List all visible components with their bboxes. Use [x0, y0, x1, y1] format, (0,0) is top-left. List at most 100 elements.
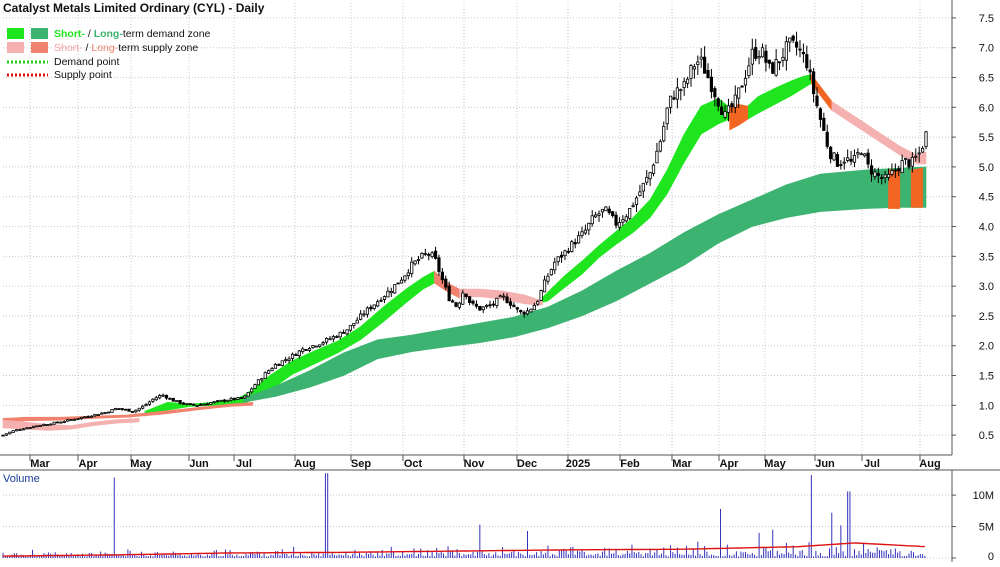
month-tick-label: Jul	[864, 458, 880, 470]
candle-body	[294, 354, 298, 357]
month-tick-label: May	[130, 458, 152, 470]
legend: Short- / Long-term demand zone Short- / …	[7, 28, 211, 81]
candle-body	[277, 364, 281, 366]
candle-body	[920, 147, 925, 153]
zone-band	[888, 169, 901, 209]
candle-body	[886, 174, 891, 178]
candle-body	[307, 348, 312, 351]
candle-body	[679, 89, 683, 92]
candle-body	[662, 126, 666, 142]
candle-body	[376, 301, 380, 307]
candle-body	[233, 397, 237, 400]
candle-body	[529, 308, 533, 313]
candle-body	[553, 261, 557, 271]
candle-body	[604, 206, 608, 212]
candle-body	[563, 250, 567, 257]
candle-body	[444, 278, 448, 288]
candle-body	[318, 344, 322, 347]
volume-tick-label: 0	[988, 551, 994, 562]
candle-body	[181, 402, 186, 405]
candle-body	[420, 253, 424, 259]
candle-body	[829, 146, 833, 160]
candle-body	[188, 403, 192, 405]
legend-short-demand-swatch	[7, 28, 24, 39]
candle-body	[781, 56, 785, 61]
candle-body	[314, 345, 318, 348]
candle-body	[410, 261, 414, 275]
candle-body	[754, 47, 758, 59]
candle-body	[750, 48, 754, 65]
candle-body	[835, 154, 840, 167]
candle-body	[873, 171, 877, 177]
month-tick-label: Apr	[79, 458, 99, 470]
candle-body	[917, 152, 921, 155]
candle-body	[263, 372, 267, 379]
candle-body	[18, 429, 22, 431]
candle-body	[130, 411, 135, 413]
candle-body	[641, 182, 645, 192]
candle-body	[805, 54, 809, 69]
month-tick-label: Oct	[404, 458, 423, 470]
candle-body	[76, 418, 80, 420]
candle-body	[270, 368, 274, 372]
candle-body	[539, 290, 543, 301]
month-tick-label: Apr	[720, 458, 740, 470]
candle-body	[587, 222, 591, 231]
candle-body	[96, 414, 100, 416]
candle-body	[379, 299, 383, 302]
candle-body	[86, 416, 90, 418]
candle-body	[621, 219, 625, 223]
candle-body	[794, 41, 799, 48]
candle-body	[634, 197, 639, 206]
chart-title: Catalyst Metals Limited Ordinary (CYL) -…	[3, 1, 265, 15]
legend-demand-zone: Short- / Long-term demand zone	[54, 28, 211, 40]
candle-body	[209, 402, 213, 405]
candle-body	[202, 403, 206, 406]
price-tick-label: 2.0	[979, 341, 994, 353]
candle-body	[35, 425, 39, 428]
candle-body	[675, 87, 679, 100]
candle-body	[706, 69, 710, 79]
candle-body	[386, 290, 390, 298]
month-tick-label: Jun	[815, 458, 835, 470]
candle-body	[893, 169, 897, 172]
candle-body	[863, 153, 867, 157]
candle-body	[72, 418, 77, 421]
candle-body	[713, 88, 717, 98]
candle-body	[198, 404, 203, 407]
candle-body	[611, 211, 615, 216]
candle-body	[55, 421, 60, 424]
month-tick-label: Jun	[189, 458, 209, 470]
candle-body	[665, 107, 669, 125]
candle-body	[168, 397, 172, 400]
candle-body	[127, 408, 131, 412]
candle-body	[546, 275, 550, 282]
volume-series	[2, 473, 926, 558]
candle-body	[1, 434, 5, 437]
candle-body	[297, 350, 301, 357]
candle-body	[760, 47, 765, 58]
month-tick-label: Feb	[620, 458, 640, 470]
candle-body	[668, 95, 673, 108]
candle-body	[246, 392, 250, 397]
candle-body	[250, 388, 254, 393]
candle-body	[171, 397, 175, 402]
candle-body	[260, 378, 264, 381]
candle-body	[628, 208, 632, 219]
candle-body	[812, 71, 816, 95]
candle-body	[324, 338, 329, 343]
candle-body	[154, 397, 158, 401]
candle-body	[808, 69, 812, 73]
candle-body	[897, 168, 901, 172]
candle-body	[570, 241, 574, 253]
price-tick-label: 5.5	[979, 132, 994, 144]
candle-body	[672, 97, 676, 100]
price-tick-label: 4.5	[979, 192, 994, 204]
candle-body	[832, 152, 836, 161]
candle-body	[141, 405, 145, 409]
volume-panel-title: Volume	[3, 473, 40, 485]
candle-body	[222, 399, 226, 402]
candle-body	[413, 260, 417, 265]
candle-body	[461, 292, 465, 305]
